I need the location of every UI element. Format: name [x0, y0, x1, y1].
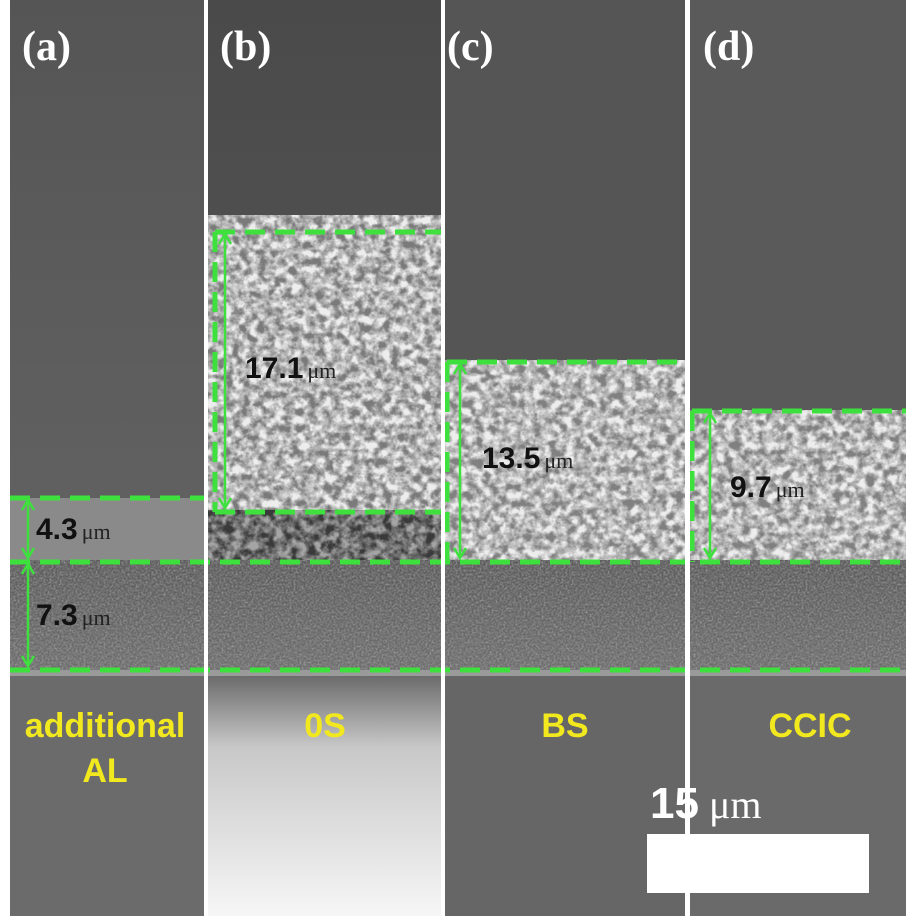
sem-figure: (a) (b) (c) (d) 4.3 7.3 17.1 13.5 9.7 ad… — [0, 0, 906, 916]
unit: μm — [776, 477, 805, 502]
unit: μm — [82, 519, 111, 544]
thickness-value: 4.3 — [36, 513, 78, 546]
unit: μm — [82, 605, 111, 630]
unit: μm — [709, 782, 762, 827]
scale-bar-value: 15 — [650, 779, 699, 828]
scale-bar — [647, 834, 869, 893]
panel-b — [208, 0, 441, 916]
panel-d — [690, 0, 906, 916]
sample-name: AL — [82, 752, 127, 790]
thickness-value: 17.1 — [245, 352, 303, 385]
thickness-value: 9.7 — [730, 471, 772, 504]
sample-name: CCIC — [768, 707, 851, 745]
sample-name: 0S — [304, 707, 346, 745]
sample-name: BS — [541, 707, 588, 745]
thickness-value: 7.3 — [36, 599, 78, 632]
unit: μm — [544, 448, 573, 473]
panel-label: (a) — [22, 24, 71, 70]
unit: μm — [307, 358, 336, 383]
panel-label: (b) — [220, 24, 271, 70]
thickness-value: 13.5 — [482, 442, 540, 475]
sample-name: additional — [25, 707, 186, 745]
panel-label: (c) — [447, 24, 494, 70]
panel-label: (d) — [703, 24, 754, 70]
